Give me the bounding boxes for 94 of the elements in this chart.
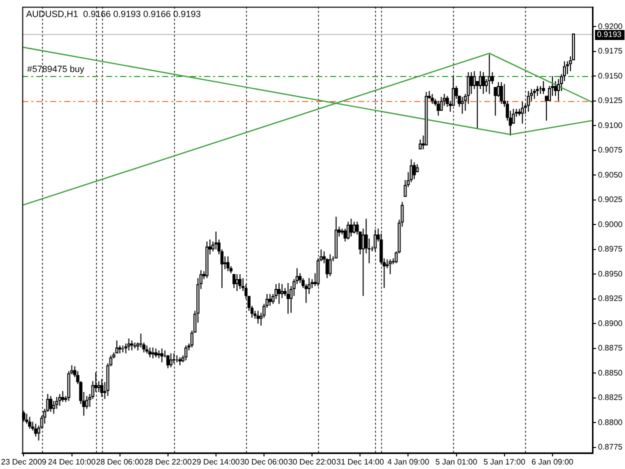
candlestick <box>500 82 503 104</box>
candlestick <box>226 256 230 272</box>
candlestick <box>478 70 482 90</box>
candlestick <box>100 378 104 398</box>
candlestick <box>148 346 152 358</box>
candlestick <box>160 348 164 363</box>
x-tick-label: 28 Dec 22:00 <box>144 457 192 466</box>
candlestick <box>482 72 485 94</box>
candlestick <box>214 231 218 250</box>
candlestick <box>172 352 176 364</box>
candlestick <box>28 416 32 430</box>
candlestick <box>526 90 530 112</box>
y-tick-label: 0.8825 <box>598 393 624 402</box>
candlestick <box>430 93 434 104</box>
candlestick <box>184 344 188 361</box>
candlestick <box>49 395 52 412</box>
candlestick <box>94 372 98 393</box>
candlestick <box>328 254 332 277</box>
candlestick <box>470 72 473 94</box>
x-tick-label: 28 Dec 06:00 <box>96 457 144 466</box>
candlestick <box>352 221 356 234</box>
x-tick-label: 30 Dec 06:00 <box>240 457 288 466</box>
candlestick <box>268 293 272 306</box>
y-tick-label: 0.9050 <box>598 170 624 180</box>
candlestick <box>542 80 545 94</box>
candlestick <box>388 258 392 275</box>
candlestick <box>278 282 281 304</box>
x-tick-label: 5 Jan 01:00 <box>435 457 478 466</box>
candlestick <box>25 413 28 424</box>
candlestick <box>488 54 491 94</box>
x-tick-label: 4 Jan 09:00 <box>387 457 430 466</box>
candlestick <box>169 352 172 368</box>
y-tick-label: 0.8900 <box>598 318 624 328</box>
x-tick-label: 23 Dec 2009 <box>1 457 47 466</box>
candlestick <box>344 228 347 242</box>
y-tick-label: 0.8925 <box>598 294 624 304</box>
y-tick-label: 0.9125 <box>598 96 624 106</box>
candlestick <box>410 158 413 183</box>
x-tick-label: 30 Dec 22:00 <box>288 457 336 466</box>
y-tick-label: 0.8875 <box>598 344 624 353</box>
candlestick <box>127 338 130 351</box>
y-tick-label: 0.9175 <box>598 46 624 56</box>
y-tick-label: 0.8800 <box>598 418 624 427</box>
candlestick <box>256 310 260 324</box>
candlestick <box>166 354 170 369</box>
y-tick-label: 0.8950 <box>598 269 624 278</box>
candlestick <box>374 229 377 252</box>
candlestick <box>520 101 524 124</box>
candlestick <box>440 96 443 112</box>
candlestick <box>58 393 62 406</box>
chart-title: AUDUSD,H1 0.9166 0.9193 0.9166 0.9193 <box>26 8 201 20</box>
y-tick-label: 0.8850 <box>598 368 624 378</box>
candlestick <box>536 86 539 96</box>
candlestick <box>97 380 100 393</box>
candlestick <box>334 216 338 259</box>
candlestick <box>494 86 497 116</box>
candlestick <box>350 218 353 238</box>
candlestick <box>61 390 64 402</box>
candlestick <box>205 240 208 279</box>
x-tick-label: 24 Dec 10:00 <box>48 457 96 466</box>
y-tick-label: 0.8775 <box>598 442 624 452</box>
x-tick-label: 31 Dec 14:00 <box>336 457 385 466</box>
candlestick <box>418 138 422 150</box>
y-tick-label: 0.9075 <box>598 146 624 155</box>
candlestick <box>472 70 476 90</box>
candlestick <box>490 72 494 85</box>
x-tick-label: 29 Dec 14:00 <box>192 457 240 466</box>
candlestick <box>424 91 428 146</box>
candlestick <box>496 82 500 98</box>
candlestick <box>124 342 128 354</box>
candlestick <box>130 340 134 351</box>
x-tick-label: 5 Jan 17:00 <box>483 457 526 466</box>
candlestick <box>235 274 238 292</box>
candlestick <box>52 400 56 414</box>
candlestick <box>436 100 440 116</box>
candlestick <box>223 256 226 270</box>
y-tick-label: 0.8975 <box>598 244 624 254</box>
candlestick <box>151 346 154 359</box>
ref-line-label: 0.9193 <box>597 30 622 40</box>
candlestick <box>280 284 284 298</box>
candlestick <box>34 423 38 438</box>
candlestick <box>532 88 536 100</box>
ref-line-label: #5789475 buy <box>27 64 85 74</box>
candlestick <box>346 221 350 240</box>
candlestick <box>286 282 290 314</box>
candlestick <box>412 162 416 180</box>
y-tick-label: 0.9025 <box>598 195 624 204</box>
y-tick-label: 0.9100 <box>598 120 624 130</box>
y-tick-label: 0.9200 <box>598 22 624 31</box>
y-tick-label: 0.9000 <box>598 220 624 229</box>
candlestick <box>460 96 464 114</box>
candlestick <box>298 272 302 284</box>
x-tick-label: 6 Jan 09:00 <box>532 457 574 466</box>
y-tick-label: 0.9150 <box>598 71 624 80</box>
